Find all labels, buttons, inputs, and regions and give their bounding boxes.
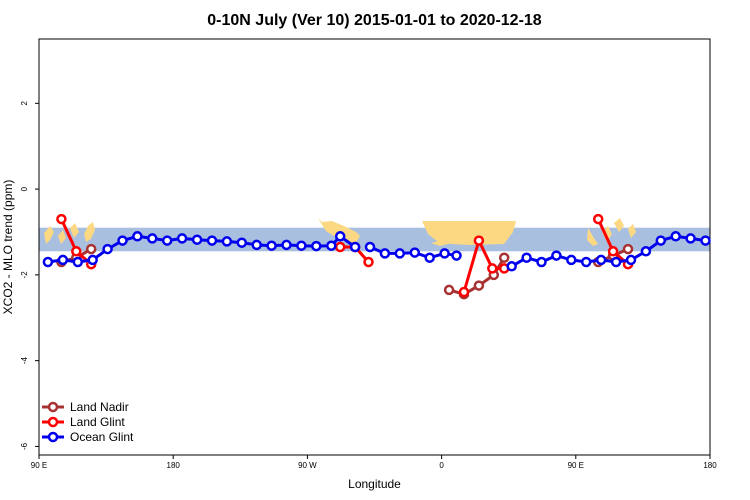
data-point-2-2-1 [521, 252, 532, 263]
legend-label-0: Land Nadir [70, 400, 129, 414]
data-point-2-2-5 [580, 256, 592, 268]
x-tick-label-1: 180 [167, 461, 181, 470]
chart-title: 0-10N July (Ver 10) 2015-01-01 to 2020-1… [207, 12, 542, 29]
x-axis-title: Longitude [348, 477, 401, 491]
data-point-2-1-5 [439, 248, 450, 259]
data-point-1-1-0 [334, 241, 346, 253]
data-point-1-3-0 [592, 213, 604, 225]
series-line-1-2 [462, 236, 505, 293]
data-point-2-0-21 [349, 241, 361, 253]
data-point-2-0-17 [296, 240, 307, 251]
data-point-1-0-1 [71, 246, 82, 257]
data-point-2-0-9 [176, 233, 188, 244]
data-series [42, 213, 711, 300]
data-point-1-1-2 [363, 256, 374, 268]
axis-ticks: 90 E 180 90 W 0 90 E 180 -6 -4 -2 0 2 [20, 101, 717, 470]
data-point-2-2-2 [536, 256, 547, 268]
x-tick-label-2: 90 W [298, 461, 317, 470]
data-point-2-2-13 [700, 235, 711, 246]
data-point-2-2-9 [640, 246, 652, 257]
data-point-2-0-7 [147, 233, 158, 244]
land-shape-1 [58, 230, 66, 244]
data-point-2-0-11 [206, 235, 218, 246]
data-point-2-2-4 [566, 254, 577, 266]
series-ocean-glint [42, 231, 711, 272]
data-point-2-0-1 [57, 254, 69, 266]
data-point-1-2-1 [473, 235, 485, 246]
data-point-0-1-0 [443, 284, 455, 296]
data-point-2-0-18 [311, 240, 322, 252]
data-point-0-1-2 [473, 280, 485, 291]
plot-frame [38, 38, 711, 456]
data-point-2-0-2 [72, 256, 84, 268]
data-point-2-0-15 [266, 240, 277, 251]
land-shape-4 [318, 218, 360, 244]
data-point-2-0-12 [221, 236, 233, 247]
x-tick-label-5: 180 [703, 461, 717, 470]
data-point-2-0-20 [334, 231, 346, 242]
data-point-0-2-2 [622, 243, 634, 255]
data-point-2-1-4 [424, 252, 435, 263]
land-shape-5 [422, 221, 516, 245]
data-point-2-2-7 [610, 256, 622, 268]
land-shape-7 [587, 228, 598, 246]
data-point-2-0-16 [281, 239, 292, 251]
land-shape-10 [628, 224, 636, 238]
data-point-2-2-6 [595, 254, 607, 266]
data-point-2-2-3 [551, 250, 562, 261]
legend-label-1: Land Glint [70, 415, 125, 429]
land-shape-3 [84, 222, 95, 242]
land-shape-6 [431, 239, 452, 246]
legend-marker-0 [47, 401, 59, 413]
data-point-2-2-10 [655, 235, 667, 246]
x-tick-label-3: 0 [439, 461, 444, 470]
series-line-2-0 [47, 234, 356, 264]
x-tick-label-0: 90 E [31, 461, 47, 470]
y-axis-title: XCO2 - MLO trend (ppm) [1, 180, 15, 315]
y-tick-label-2: -2 [20, 271, 29, 279]
ocean-band [39, 227, 710, 252]
map-band [39, 218, 710, 252]
land-shape-2 [70, 223, 79, 238]
data-point-2-0-19 [326, 240, 337, 251]
data-point-2-2-12 [685, 233, 696, 244]
data-point-2-1-1 [379, 248, 391, 259]
data-point-1-3-1 [607, 246, 619, 257]
data-point-2-1-0 [364, 241, 376, 253]
data-point-2-2-0 [506, 261, 517, 272]
data-point-2-1-3 [409, 247, 421, 258]
data-point-1-2-2 [487, 263, 498, 274]
data-point-0-1-4 [498, 252, 510, 263]
data-point-1-0-0 [56, 213, 67, 225]
data-point-0-0-2 [85, 243, 97, 255]
legend-marker-1 [47, 416, 59, 428]
data-point-2-2-8 [625, 254, 637, 266]
data-point-2-0-14 [251, 239, 262, 251]
data-point-2-0-0 [42, 256, 54, 268]
y-tick-label-3: 0 [20, 186, 29, 191]
x-tick-label-4: 90 E [568, 461, 584, 470]
land-shape-9 [614, 218, 624, 232]
data-point-2-2-11 [670, 231, 681, 242]
data-point-2-0-5 [117, 235, 128, 246]
data-point-2-0-8 [161, 235, 173, 246]
data-point-2-1-2 [394, 248, 406, 259]
data-point-2-0-3 [87, 254, 98, 266]
y-tick-label-1: -4 [20, 357, 29, 365]
land-shape-0 [44, 226, 54, 244]
legend-marker-2 [47, 431, 59, 443]
data-point-1-2-0 [458, 286, 470, 298]
data-point-2-0-13 [236, 237, 248, 248]
y-tick-label-0: -6 [20, 442, 29, 450]
series-land-nadir [56, 243, 634, 300]
legend-label-2: Ocean Glint [70, 430, 134, 444]
data-point-2-0-6 [132, 231, 143, 242]
y-tick-label-4: 2 [20, 101, 29, 106]
data-point-2-0-4 [102, 243, 113, 255]
data-point-2-1-6 [451, 250, 462, 261]
data-point-2-0-10 [191, 234, 203, 245]
